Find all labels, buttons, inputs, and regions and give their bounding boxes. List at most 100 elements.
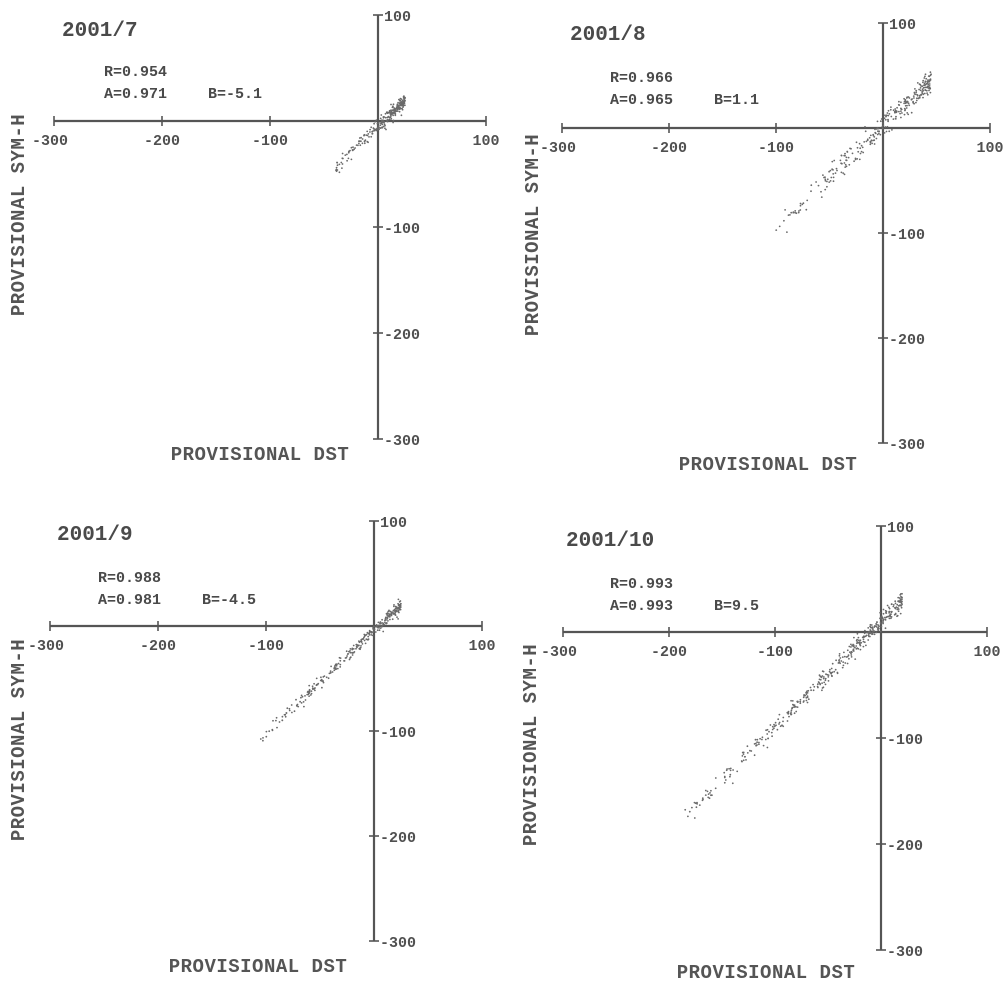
x-tick-label: -300	[32, 133, 68, 150]
data-point	[845, 156, 848, 159]
data-point	[390, 612, 393, 615]
data-point	[864, 130, 867, 133]
data-point	[916, 94, 919, 96]
data-point	[900, 101, 902, 104]
x-tick-label: -200	[651, 644, 687, 661]
data-point	[832, 180, 835, 183]
data-point	[888, 612, 890, 614]
x-tick-label: -100	[758, 140, 794, 157]
x-tick-label: 100	[468, 638, 495, 655]
data-point	[851, 152, 854, 155]
data-point	[897, 610, 900, 613]
data-point	[822, 670, 825, 673]
data-point	[373, 129, 376, 132]
data-point	[259, 738, 262, 740]
data-point	[790, 713, 792, 716]
data-point	[927, 83, 930, 86]
data-point	[894, 108, 897, 110]
data-point	[848, 657, 850, 660]
data-point	[855, 639, 858, 642]
data-point	[301, 695, 304, 698]
data-point	[882, 124, 885, 127]
data-point	[262, 739, 264, 742]
data-point	[758, 743, 760, 746]
data-point	[773, 727, 775, 730]
data-point	[776, 728, 779, 731]
data-point	[806, 690, 808, 692]
data-point	[829, 169, 832, 172]
data-point	[790, 211, 793, 214]
data-point	[849, 147, 851, 150]
data-point	[368, 633, 371, 636]
data-point	[840, 660, 843, 662]
data-point	[397, 602, 399, 605]
data-point	[384, 112, 387, 115]
data-point	[919, 87, 922, 89]
y-tick-label: -100	[889, 227, 925, 244]
data-point	[910, 98, 913, 101]
data-point	[857, 150, 860, 153]
x-tick-label: -200	[651, 140, 687, 157]
x-tick-label: -300	[541, 644, 577, 661]
data-point	[372, 127, 375, 130]
data-point	[843, 655, 846, 658]
data-point	[339, 659, 342, 662]
data-point	[928, 83, 931, 85]
data-point	[315, 677, 318, 680]
data-point	[781, 724, 783, 727]
data-point	[858, 142, 861, 145]
data-point	[377, 621, 380, 624]
data-point	[818, 682, 821, 684]
data-point	[802, 202, 805, 205]
data-point	[923, 92, 926, 95]
data-point	[366, 130, 369, 133]
data-point	[878, 132, 880, 135]
data-point	[913, 97, 915, 99]
y-tick-label: 100	[887, 520, 914, 537]
data-point	[863, 141, 866, 143]
data-point	[858, 158, 861, 161]
data-point	[844, 163, 847, 166]
data-point	[846, 649, 849, 652]
data-point	[875, 626, 878, 628]
data-point	[874, 625, 877, 627]
data-point	[876, 133, 879, 136]
data-point	[793, 706, 795, 709]
data-point	[381, 618, 383, 621]
data-point	[856, 647, 859, 650]
data-point	[707, 796, 710, 799]
data-point	[824, 683, 827, 686]
data-point	[916, 82, 919, 84]
data-point	[845, 165, 848, 168]
data-point	[869, 632, 872, 635]
data-point	[843, 651, 845, 654]
data-point	[403, 95, 405, 97]
data-point	[345, 650, 348, 653]
data-point	[379, 117, 382, 120]
data-point	[924, 73, 927, 76]
data-point	[687, 815, 689, 818]
data-point	[855, 645, 858, 647]
data-point	[335, 170, 338, 173]
data-point	[771, 725, 774, 728]
scatter-points	[684, 592, 903, 819]
data-point	[275, 719, 277, 722]
stat-r: R=0.993	[610, 576, 673, 593]
x-tick-label: -300	[540, 140, 576, 157]
data-point	[881, 126, 884, 128]
data-point	[399, 97, 402, 100]
data-point	[862, 645, 865, 648]
data-point	[742, 759, 745, 762]
data-point	[816, 685, 819, 688]
data-point	[372, 631, 375, 633]
data-point	[796, 701, 799, 703]
data-point	[894, 612, 897, 615]
panel-title: 2001/9	[57, 524, 133, 547]
data-point	[340, 161, 343, 164]
data-point	[363, 639, 366, 642]
data-point	[691, 806, 693, 809]
data-point	[400, 103, 403, 105]
data-point	[374, 631, 377, 633]
data-point	[741, 755, 744, 757]
